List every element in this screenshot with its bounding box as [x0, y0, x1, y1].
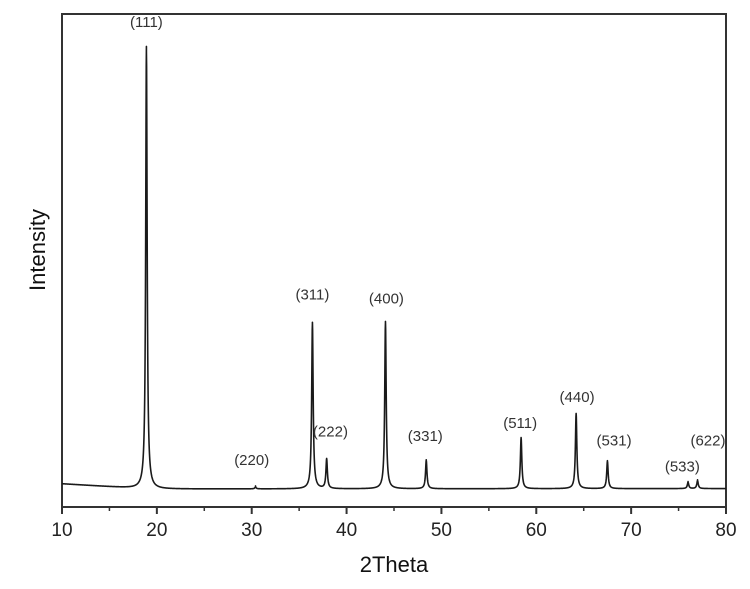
- x-tick-label: 40: [336, 520, 357, 541]
- xrd-line: [61, 45, 727, 490]
- x-tick-label: 20: [146, 520, 167, 541]
- peak-label: (531): [597, 432, 632, 449]
- y-axis-title: Intensity: [25, 209, 50, 291]
- peak-label: (533): [665, 459, 700, 476]
- x-tick-label: 80: [715, 520, 736, 541]
- peak-label: (440): [560, 389, 595, 406]
- xrd-series: [61, 45, 727, 490]
- peak-label: (622): [690, 432, 725, 449]
- x-tick-label: 10: [51, 520, 72, 541]
- peak-label: (111): [130, 14, 163, 31]
- x-tick-label: 30: [241, 520, 262, 541]
- peak-labels: (111) (220) (311) (222) (400) (331) (511) (440)…: [130, 14, 725, 476]
- peak-label: (311): [295, 286, 329, 303]
- x-tick-label: 60: [526, 520, 547, 541]
- peak-label: (220): [234, 452, 269, 469]
- peak-label: (331): [408, 428, 443, 445]
- x-tick-label: 70: [621, 520, 642, 541]
- x-axis: 10 20 30 40 50 60 70 80: [51, 507, 737, 541]
- x-axis-title: 2Theta: [360, 552, 429, 577]
- peak-label: (511): [503, 415, 537, 432]
- peak-label: (222): [313, 424, 348, 441]
- peak-label: (400): [369, 291, 404, 308]
- x-tick-label: 50: [431, 520, 452, 541]
